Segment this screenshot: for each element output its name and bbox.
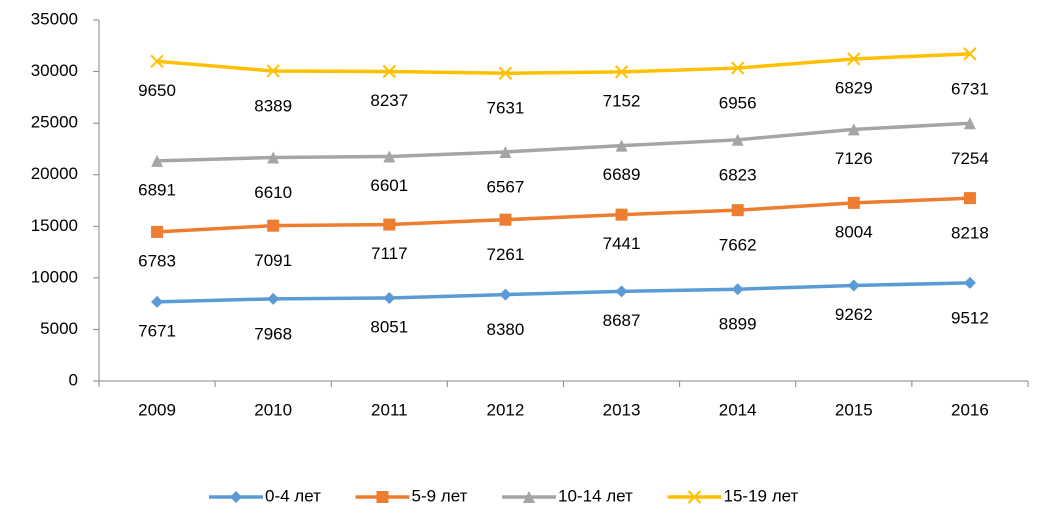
data-label: 7671 [138, 321, 176, 340]
data-label: 7117 [371, 244, 408, 263]
data-label: 9262 [835, 305, 873, 324]
y-tick-label: 10000 [31, 267, 78, 286]
data-label: 7254 [951, 149, 989, 168]
series-line [157, 281, 970, 304]
marker [267, 219, 280, 232]
marker [523, 491, 535, 503]
data-label: 8380 [487, 320, 525, 339]
x-tick-label: 2014 [719, 400, 757, 419]
marker [615, 208, 628, 221]
marker [498, 66, 513, 80]
data-label: 6829 [835, 78, 873, 97]
marker [383, 150, 396, 163]
marker [382, 64, 397, 79]
y-tick-label: 20000 [31, 164, 78, 183]
marker [151, 295, 164, 308]
data-label: 9512 [951, 308, 989, 327]
marker [963, 47, 977, 61]
marker [847, 123, 860, 136]
marker [731, 283, 744, 296]
marker [730, 61, 745, 75]
data-label: 6891 [138, 180, 176, 199]
data-label: 7126 [835, 149, 873, 168]
x-tick-label: 2013 [603, 400, 641, 419]
data-label: 8389 [254, 96, 292, 115]
data-label: 6567 [487, 177, 525, 196]
data-label: 8218 [951, 224, 989, 243]
data-label: 9650 [138, 81, 176, 100]
legend-label: 10-14 лет [558, 486, 633, 505]
marker [614, 65, 629, 79]
data-label: 6601 [370, 176, 408, 195]
x-tick-label: 2015 [835, 400, 873, 419]
marker [150, 54, 164, 69]
marker [615, 139, 628, 152]
legend-label: 5-9 лет [412, 486, 468, 505]
data-label: 7152 [603, 91, 641, 110]
marker [376, 491, 389, 503]
marker [267, 292, 280, 305]
marker [615, 285, 628, 298]
marker [847, 279, 860, 292]
marker [499, 288, 512, 301]
data-label: 7968 [254, 324, 292, 343]
data-label: 6731 [951, 79, 989, 98]
marker [230, 491, 242, 503]
marker [151, 225, 164, 238]
data-label: 7261 [487, 245, 525, 264]
data-label: 7662 [719, 236, 757, 255]
data-label: 6956 [719, 94, 757, 113]
marker [731, 133, 744, 146]
y-tick-label: 25000 [31, 113, 78, 132]
data-label: 7441 [603, 234, 641, 253]
marker [383, 218, 396, 231]
marker [151, 154, 164, 167]
marker [267, 151, 280, 164]
y-tick-label: 35000 [31, 9, 78, 28]
data-label: 6610 [254, 183, 292, 202]
data-label: 6689 [603, 165, 641, 184]
data-label: 8004 [835, 222, 873, 241]
data-label: 7631 [487, 99, 525, 118]
x-tick-label: 2011 [371, 400, 408, 419]
marker [731, 204, 744, 217]
x-tick-label: 2009 [138, 400, 176, 419]
data-label: 8051 [370, 317, 408, 336]
series-line [157, 121, 971, 163]
marker [963, 276, 976, 289]
marker [383, 291, 396, 304]
legend-label: 15-19 лет [724, 486, 799, 505]
data-label: 8237 [370, 91, 408, 110]
y-tick-label: 0 [69, 370, 78, 389]
marker [266, 64, 280, 78]
data-label: 6823 [719, 165, 757, 184]
x-tick-label: 2012 [487, 400, 525, 419]
marker [687, 490, 702, 504]
legend-label: 0-4 лет [265, 486, 321, 505]
series-line [156, 52, 971, 75]
y-tick-label: 5000 [40, 319, 78, 338]
series-line [156, 196, 971, 234]
data-label: 8899 [719, 315, 757, 334]
marker [963, 117, 976, 130]
x-tick-label: 2010 [254, 400, 292, 419]
y-tick-label: 15000 [31, 216, 78, 235]
marker [963, 192, 976, 205]
data-label: 7091 [254, 251, 292, 270]
x-tick-label: 2016 [951, 400, 989, 419]
marker [499, 145, 512, 158]
data-label: 6783 [138, 251, 176, 270]
marker [847, 196, 860, 209]
marker [499, 213, 512, 226]
data-label: 8687 [603, 311, 641, 330]
y-tick-label: 30000 [31, 61, 78, 80]
marker [847, 52, 861, 66]
